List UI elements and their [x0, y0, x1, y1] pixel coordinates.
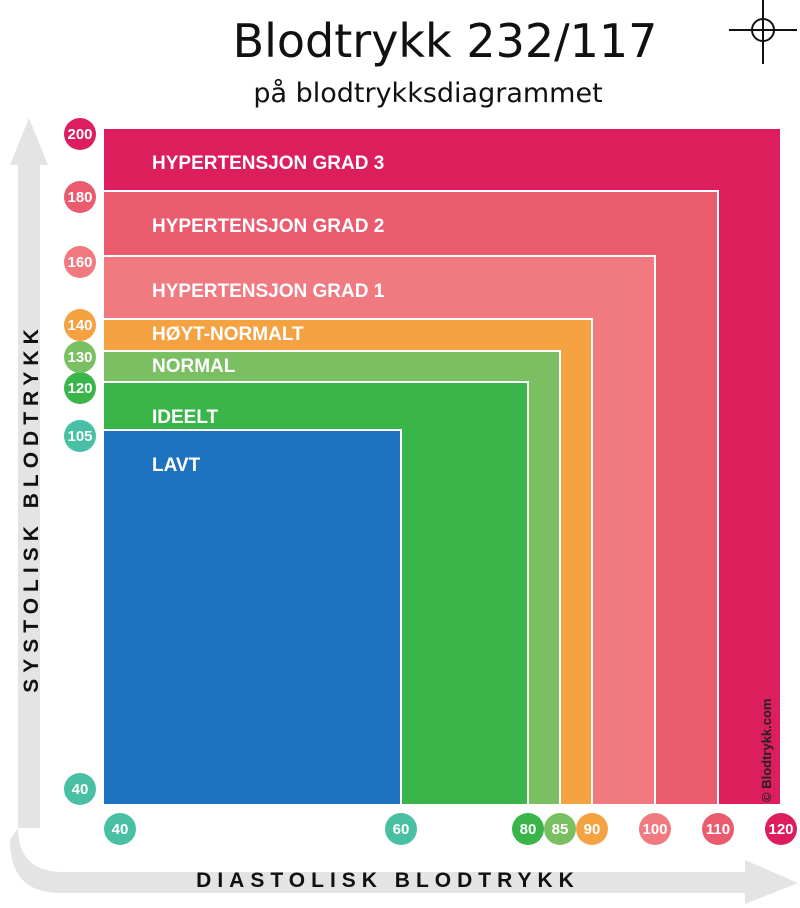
x-tick-40: 40 — [104, 813, 136, 845]
y-tick-label-130: 130 — [67, 349, 92, 366]
x-axis-arrow — [10, 828, 798, 904]
x-tick-marker-100 — [639, 813, 671, 845]
y-tick-180: 180 — [64, 181, 96, 213]
y-tick-marker-180 — [64, 181, 96, 213]
y-tick-105: 105 — [64, 420, 96, 452]
y-tick-marker-130 — [64, 341, 96, 373]
y-tick-120: 120 — [64, 372, 96, 404]
x-tick-marker-60 — [385, 813, 417, 845]
y-tick-marker-40 — [64, 773, 96, 805]
y-tick-label-160: 160 — [67, 254, 92, 271]
x-tick-90: 90 — [576, 813, 608, 845]
x-tick-marker-40 — [104, 813, 136, 845]
x-ticks-layer: 40 60 80 85 90 100 110 120 — [104, 813, 797, 845]
x-tick-60: 60 — [385, 813, 417, 845]
y-tick-marker-160 — [64, 246, 96, 278]
x-axis-title: DIASTOLISK BLODTRYKK — [196, 869, 580, 892]
y-tick-130: 130 — [64, 341, 96, 373]
zones-layer — [102, 127, 782, 806]
x-tick-label-60: 60 — [393, 821, 410, 838]
y-tick-label-200: 200 — [67, 126, 92, 143]
x-tick-label-40: 40 — [112, 821, 129, 838]
y-tick-label-40: 40 — [72, 781, 89, 798]
zone-label-hypertensjon-grad-2: HYPERTENSJON GRAD 2 — [152, 216, 384, 237]
zone-label-hypertensjon-grad-3: HYPERTENSJON GRAD 3 — [152, 153, 384, 174]
x-tick-marker-120 — [765, 813, 797, 845]
y-tick-label-140: 140 — [67, 317, 92, 334]
x-tick-marker-85 — [544, 813, 576, 845]
x-tick-marker-90 — [576, 813, 608, 845]
x-tick-110: 110 — [702, 813, 734, 845]
y-tick-40: 40 — [64, 773, 96, 805]
chart-title: Blodtrykk 232/117 — [232, 14, 658, 68]
axis-arrows — [10, 118, 798, 904]
y-tick-label-120: 120 — [67, 380, 92, 397]
y-tick-marker-105 — [64, 420, 96, 452]
x-tick-100: 100 — [639, 813, 671, 845]
y-axis-title: SYSTOLISK BLODTRYKK — [20, 323, 43, 693]
x-tick-label-80: 80 — [520, 821, 537, 838]
y-tick-marker-200 — [64, 118, 96, 150]
zone-labels-layer: HYPERTENSJON GRAD 3 HYPERTENSJON GRAD 2 HY… — [152, 153, 385, 476]
y-tick-label-180: 180 — [67, 189, 92, 206]
x-tick-label-120: 120 — [768, 821, 793, 838]
y-tick-160: 160 — [64, 246, 96, 278]
zone-label-normal: NORMAL — [152, 356, 236, 377]
zone-label-h-yt-normalt: HØYT-NORMALT — [152, 324, 304, 345]
zone-label-ideelt: IDEELT — [152, 407, 219, 428]
x-tick-85: 85 — [544, 813, 576, 845]
x-tick-label-100: 100 — [642, 821, 667, 838]
y-ticks-layer: 40 105 120 130 140 160 180 200 — [64, 118, 96, 805]
crosshair-icon — [729, 0, 797, 64]
y-tick-140: 140 — [64, 309, 96, 341]
credit-text: © Blodtrykk.com — [759, 699, 774, 803]
x-tick-120: 120 — [765, 813, 797, 845]
zone-lavt — [102, 429, 402, 806]
x-tick-marker-80 — [512, 813, 544, 845]
x-tick-marker-110 — [702, 813, 734, 845]
y-tick-marker-120 — [64, 372, 96, 404]
zone-label-hypertensjon-grad-1: HYPERTENSJON GRAD 1 — [152, 281, 385, 302]
x-tick-label-110: 110 — [706, 821, 730, 838]
x-tick-label-85: 85 — [552, 821, 569, 838]
y-tick-200: 200 — [64, 118, 96, 150]
y-axis-arrow — [10, 118, 48, 828]
chart-subtitle: på blodtrykksdiagrammet — [253, 78, 603, 109]
x-tick-label-90: 90 — [584, 821, 601, 838]
zone-label-lavt: LAVT — [152, 455, 201, 476]
y-tick-label-105: 105 — [67, 428, 92, 445]
x-tick-80: 80 — [512, 813, 544, 845]
y-tick-marker-140 — [64, 309, 96, 341]
